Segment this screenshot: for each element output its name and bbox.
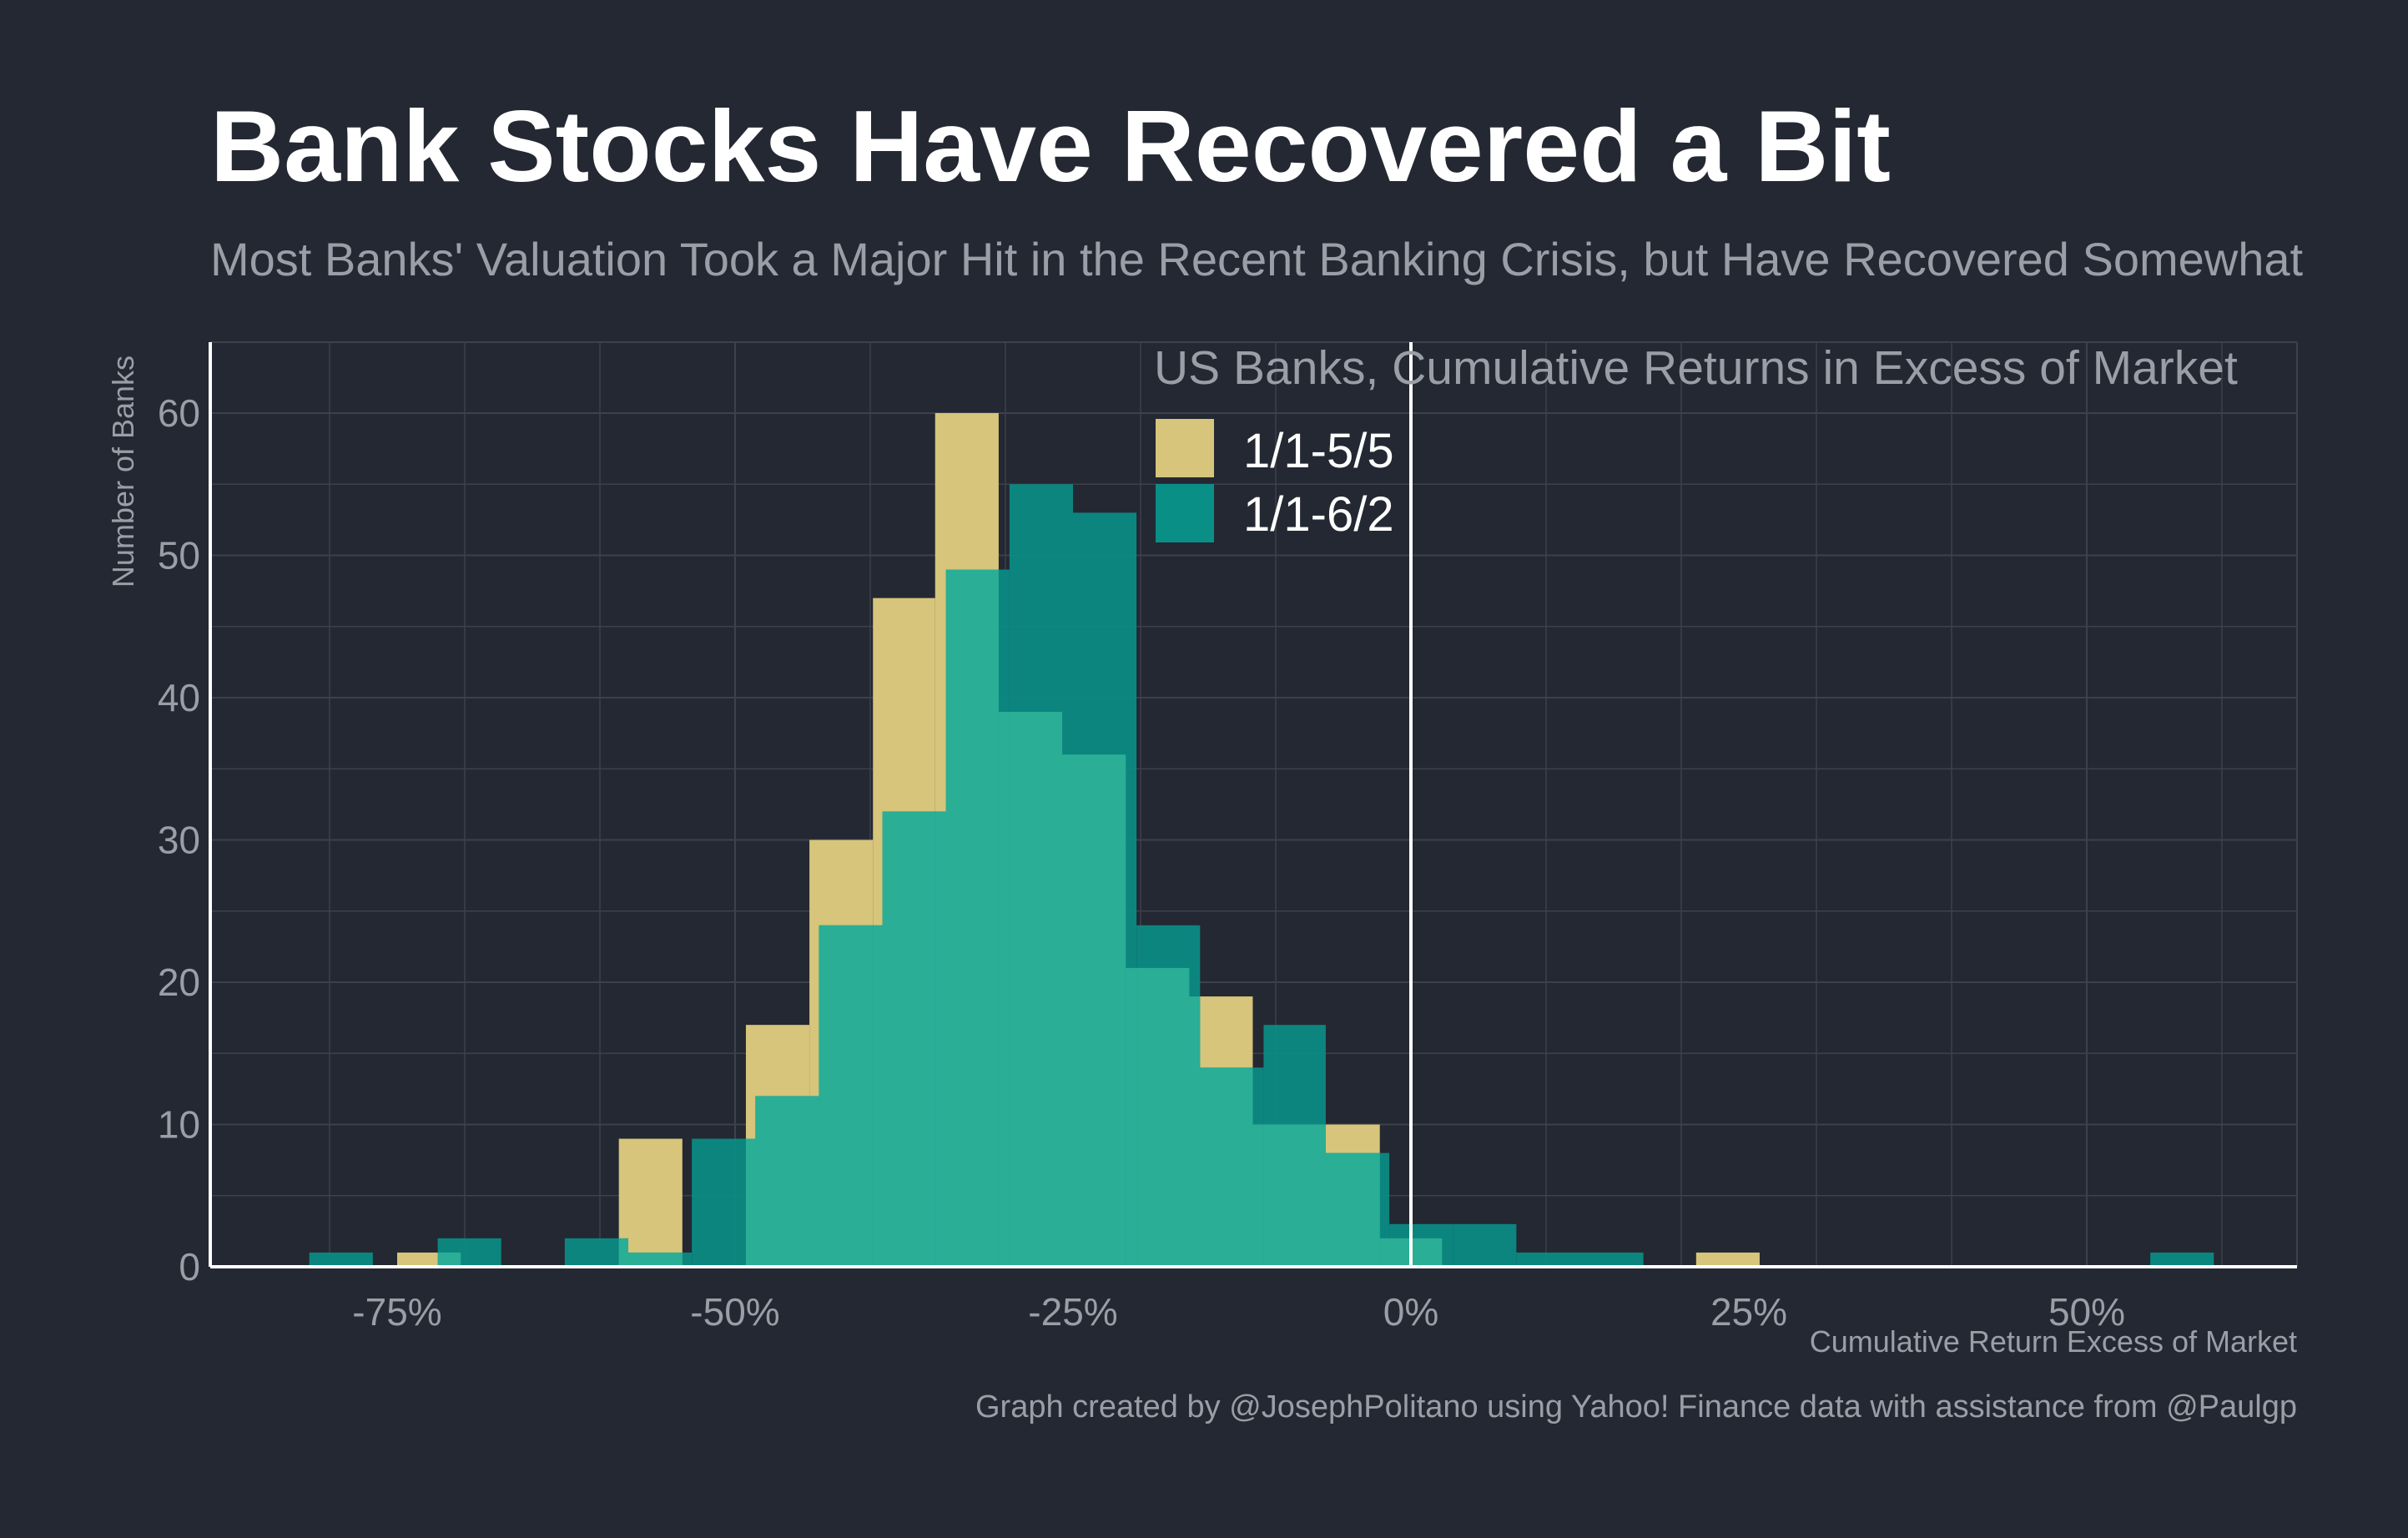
bar-overlap xyxy=(873,925,883,1267)
bar-overlap xyxy=(1073,754,1126,1267)
bar-overlap xyxy=(1009,712,1063,1267)
x-tick-label: 50% xyxy=(2048,1290,2125,1334)
y-tick-label: 10 xyxy=(158,1103,200,1147)
bar-series-2 xyxy=(309,1252,373,1267)
bar-overlap xyxy=(882,811,935,1267)
x-axis-label: Cumulative Return Excess of Market xyxy=(1810,1324,2297,1359)
bar-series-2 xyxy=(1453,1223,1517,1267)
legend-title: US Banks, Cumulative Returns in Excess o… xyxy=(1154,341,2238,395)
bar-series-2 xyxy=(2150,1252,2214,1267)
tick-labels: -75% -50% -25% 0% 25% 50% 0 10 20 30 40 50 60 xyxy=(158,391,2125,1334)
legend-label-series-2: 1/1-6/2 xyxy=(1243,487,1394,542)
chart-subtitle: Most Banks' Valuation Took a Major Hit i… xyxy=(210,233,2304,285)
bar-series-2 xyxy=(1579,1252,1644,1267)
y-tick-label: 20 xyxy=(158,961,200,1004)
x-tick-label: -50% xyxy=(690,1290,779,1334)
series-2-bars xyxy=(309,484,2214,1267)
bar-overlap xyxy=(618,1238,629,1267)
bar-overlap xyxy=(1200,1067,1253,1267)
y-tick-label: 50 xyxy=(158,534,200,577)
bar-overlap xyxy=(809,1096,819,1267)
bar-overlap xyxy=(1263,1124,1317,1267)
bar-overlap xyxy=(819,925,874,1267)
bar-overlap xyxy=(755,1096,810,1267)
x-tick-label: 25% xyxy=(1710,1290,1787,1334)
bar-overlap xyxy=(1126,967,1137,1267)
bar-series-2 xyxy=(692,1138,756,1267)
x-tick-label: -25% xyxy=(1028,1290,1117,1334)
bar-series-2 xyxy=(564,1238,629,1267)
bar-overlap xyxy=(1389,1238,1443,1267)
bar-overlap xyxy=(628,1252,683,1267)
bar-overlap xyxy=(934,811,946,1267)
chart-title: Bank Stocks Have Recovered a Bit xyxy=(210,89,1891,203)
bar-overlap xyxy=(1379,1238,1390,1267)
y-tick-label: 30 xyxy=(158,819,200,862)
legend: US Banks, Cumulative Returns in Excess o… xyxy=(1154,341,2238,542)
bar-series-1 xyxy=(1695,1252,1760,1267)
x-tick-label: 0% xyxy=(1383,1290,1438,1334)
source-caption: Graph created by @JosephPolitano using Y… xyxy=(975,1389,2297,1425)
bar-series-1 xyxy=(618,1138,683,1267)
legend-label-series-1: 1/1-5/5 xyxy=(1243,424,1394,478)
bar-overlap xyxy=(1316,1124,1326,1267)
bar-overlap xyxy=(1062,754,1073,1267)
y-axis-label: Number of Banks xyxy=(106,356,140,587)
bar-overlap xyxy=(437,1252,461,1267)
bar-overlap xyxy=(1136,967,1190,1267)
y-tick-label: 0 xyxy=(179,1245,200,1288)
bar-overlap xyxy=(945,569,999,1267)
y-tick-label: 60 xyxy=(158,391,200,435)
bar-overlap xyxy=(1189,996,1201,1267)
bar-overlap xyxy=(1252,1124,1264,1267)
bar-overlap xyxy=(998,712,1010,1267)
bar-overlap xyxy=(1325,1152,1380,1267)
legend-swatch-series-1 xyxy=(1156,419,1214,477)
axes xyxy=(209,342,2297,1268)
bar-series-2 xyxy=(1516,1252,1580,1267)
bar-overlap xyxy=(745,1138,756,1267)
x-tick-label: -75% xyxy=(352,1290,441,1334)
legend-swatch-series-2 xyxy=(1156,484,1214,542)
y-tick-label: 40 xyxy=(158,676,200,719)
